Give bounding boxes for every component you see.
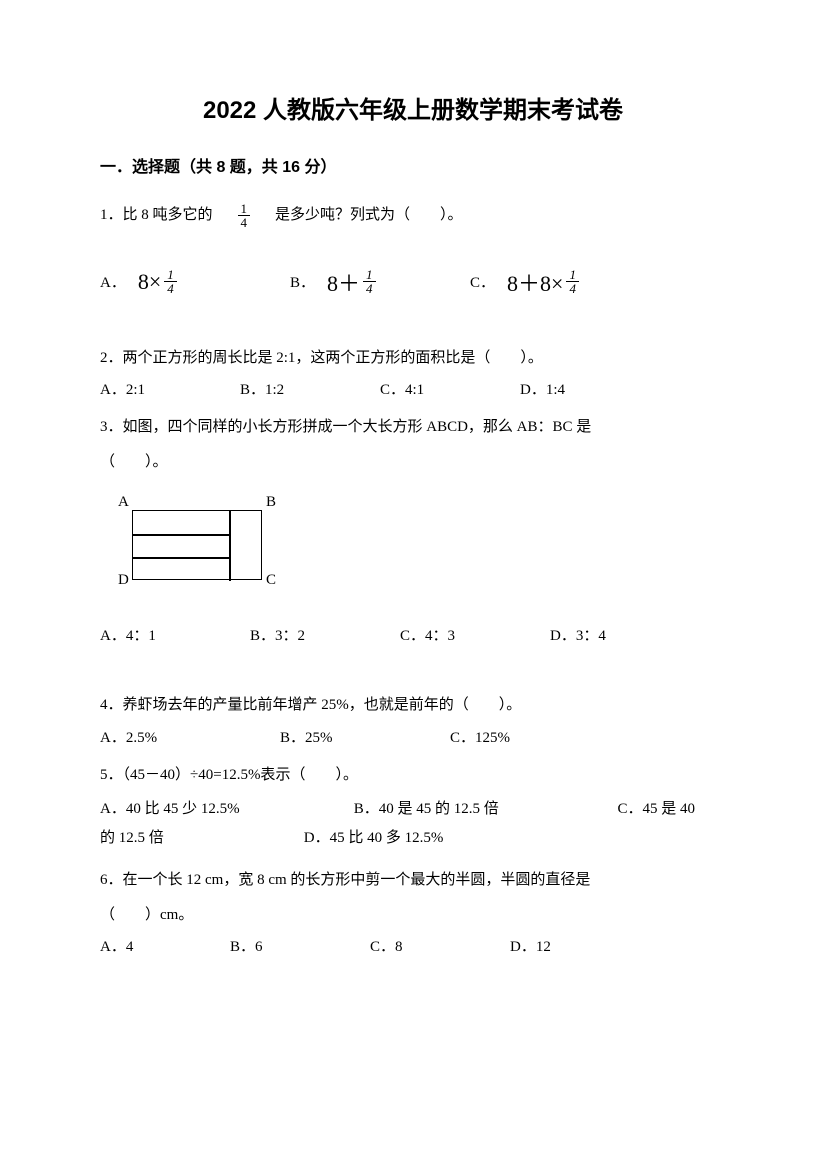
q6-options: A．4 B．6 C．8 D．12 <box>100 935 726 956</box>
question-2: 2．两个正方形的周长比是 2:1，这两个正方形的面积比是（ ）。 <box>100 344 726 373</box>
q1-option-a[interactable]: A． 8× 1 4 <box>100 266 290 298</box>
question-4: 4．养虾场去年的产量比前年增产 25%，也就是前年的（ ）。 <box>100 691 726 720</box>
diagram-label-a: A <box>118 494 129 511</box>
q2-option-b[interactable]: B．1:2 <box>240 378 380 399</box>
q1-exprB-base: 8＋ <box>327 266 360 298</box>
diagram-hline1 <box>133 534 229 536</box>
q4-options: A．2.5% B．25% C．125% <box>100 726 726 747</box>
q1-exprC-frac: 1 4 <box>566 268 579 295</box>
q1-exprB-frac: 1 4 <box>363 268 376 295</box>
diagram-label-c: C <box>266 572 276 589</box>
q6-option-d[interactable]: D．12 <box>510 935 551 956</box>
q1-optC-label: C． <box>470 271 495 292</box>
diagram-vline <box>229 511 231 581</box>
q1-exprA-frac: 1 4 <box>164 268 177 295</box>
q2-option-d[interactable]: D．1:4 <box>520 378 565 399</box>
q5-options: A．40 比 45 少 12.5% B．40 是 45 的 12.5 倍 C．4… <box>100 795 726 852</box>
question-3-line2: （ ）。 <box>100 448 726 477</box>
q1-post: 是多少吨？列式为（ ）。 <box>275 201 463 230</box>
question-3-line1: 3．如图，四个同样的小长方形拼成一个大长方形 ABCD，那么 AB：BC 是 <box>100 413 726 442</box>
q1-exprC-base: 8＋8× <box>507 266 563 298</box>
q6-option-c[interactable]: C．8 <box>370 935 510 956</box>
q3-option-a[interactable]: A．4：1 <box>100 624 250 645</box>
q4-option-c[interactable]: C．125% <box>450 726 510 747</box>
diagram-label-d: D <box>118 572 129 589</box>
q3-diagram: A B C D <box>118 500 288 590</box>
q4-option-a[interactable]: A．2.5% <box>100 726 280 747</box>
q1-pre: 1．比 8 吨多它的 <box>100 201 213 230</box>
q1-fraction: 1 4 <box>238 202 251 229</box>
q4-option-b[interactable]: B．25% <box>280 726 450 747</box>
q1-exprA-base: 8× <box>138 269 161 295</box>
q1-option-b[interactable]: B． 8＋ 1 4 <box>290 266 470 298</box>
q6-option-a[interactable]: A．4 <box>100 935 230 956</box>
q2-option-c[interactable]: C．4:1 <box>380 378 520 399</box>
page-title: 2022 人教版六年级上册数学期末考试卷 <box>100 90 726 125</box>
question-6-line2: （ ）cm。 <box>100 901 726 930</box>
q1-optA-label: A． <box>100 271 126 292</box>
question-5: 5．（45－40）÷40=12.5%表示（ ）。 <box>100 761 726 790</box>
q1-option-c[interactable]: C． 8＋8× 1 4 <box>470 266 582 298</box>
diagram-rect <box>132 510 262 580</box>
q3-options: A．4：1 B．3：2 C．4：3 D．3：4 <box>100 624 726 645</box>
q5-option-c-post[interactable]: 的 12.5 倍 <box>100 824 300 853</box>
diagram-label-b: B <box>266 494 276 511</box>
question-6-line1: 6．在一个长 12 cm，宽 8 cm 的长方形中剪一个最大的半圆，半圆的直径是 <box>100 866 726 895</box>
q3-option-c[interactable]: C．4：3 <box>400 624 550 645</box>
q5-option-c-pre[interactable]: C．45 是 40 <box>618 801 696 817</box>
q3-option-b[interactable]: B．3：2 <box>250 624 400 645</box>
q2-options: A．2:1 B．1:2 C．4:1 D．1:4 <box>100 378 726 399</box>
diagram-hline2 <box>133 557 229 559</box>
q5-option-a[interactable]: A．40 比 45 少 12.5% <box>100 795 350 824</box>
q1-frac-den: 4 <box>238 216 251 229</box>
section-header: 一．选择题（共 8 题，共 16 分） <box>100 153 726 177</box>
question-1: 1．比 8 吨多它的 1 4 是多少吨？列式为（ ）。 <box>100 201 726 230</box>
q1-optB-label: B． <box>290 271 315 292</box>
q1-frac-num: 1 <box>238 202 251 216</box>
q3-option-d[interactable]: D．3：4 <box>550 624 606 645</box>
q5-option-d[interactable]: D．45 比 40 多 12.5% <box>304 830 444 846</box>
q5-option-b[interactable]: B．40 是 45 的 12.5 倍 <box>354 795 614 824</box>
q2-option-a[interactable]: A．2:1 <box>100 378 240 399</box>
q6-option-b[interactable]: B．6 <box>230 935 370 956</box>
q1-options: A． 8× 1 4 B． 8＋ 1 4 C． <box>100 266 726 298</box>
